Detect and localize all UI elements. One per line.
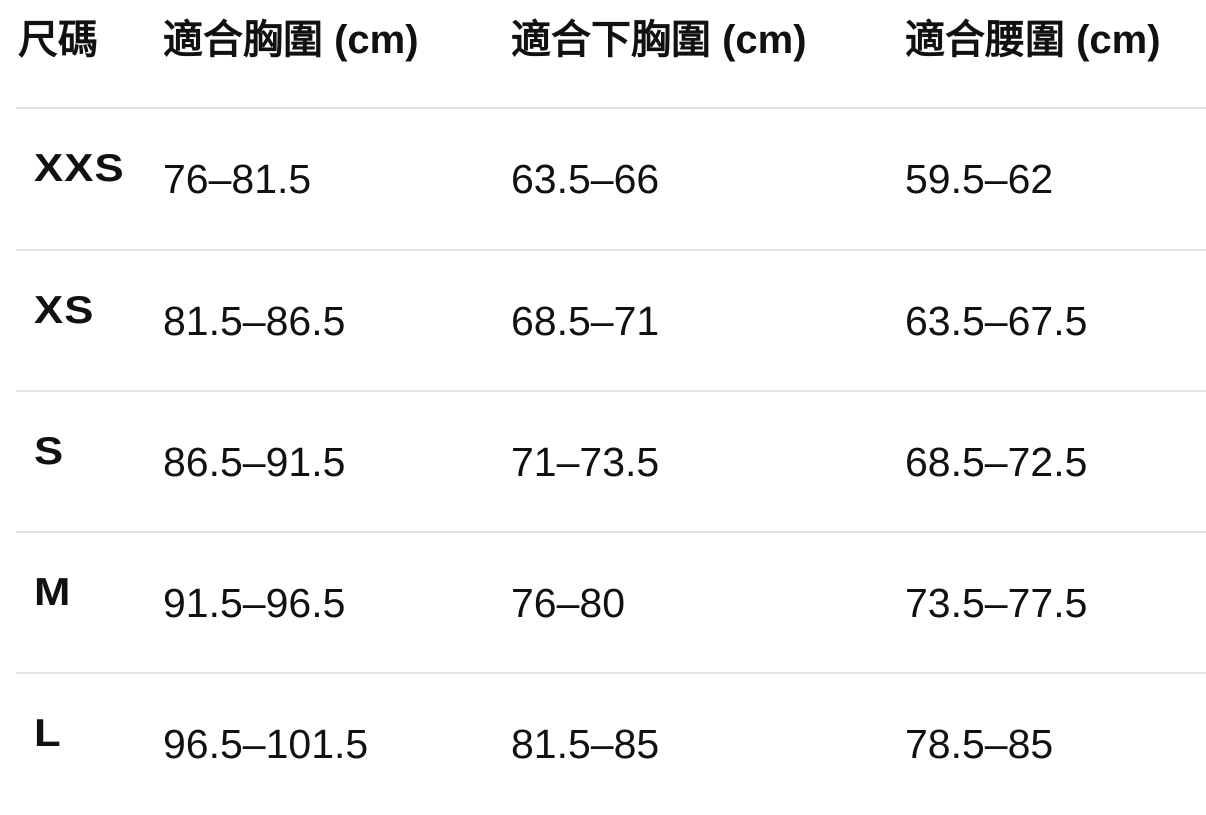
underbust-value: 63.5–66 <box>511 156 660 202</box>
bust-value: 76–81.5 <box>163 156 312 202</box>
bust-value: 81.5–86.5 <box>163 298 346 344</box>
underbust-value: 76–80 <box>511 580 626 626</box>
waist-value: 63.5–67.5 <box>905 298 1088 344</box>
table-row: XXS 76–81.5 63.5–66 59.5–62 <box>16 107 1206 250</box>
underbust-value: 68.5–71 <box>511 298 660 344</box>
table-row: XS 81.5–86.5 68.5–71 63.5–67.5 <box>16 249 1206 392</box>
size-label: XXS <box>34 147 125 190</box>
size-label: XS <box>34 289 95 332</box>
table-row: L 96.5–101.5 81.5–85 78.5–85 <box>16 672 1206 815</box>
waist-value: 78.5–85 <box>905 721 1054 767</box>
waist-value: 59.5–62 <box>905 156 1054 202</box>
table-row: S 86.5–91.5 71–73.5 68.5–72.5 <box>16 390 1206 533</box>
size-label: M <box>34 571 72 614</box>
size-label: S <box>34 430 65 473</box>
header-underbust: 適合下胸圍 (cm) <box>511 18 807 62</box>
bust-value: 96.5–101.5 <box>163 721 369 767</box>
underbust-value: 71–73.5 <box>511 439 660 485</box>
table-row: M 91.5–96.5 76–80 73.5–77.5 <box>16 531 1206 674</box>
size-label: L <box>34 712 62 755</box>
table-header: 尺碼 適合胸圍 (cm) 適合下胸圍 (cm) 適合腰圍 (cm) <box>0 14 1206 74</box>
waist-value: 73.5–77.5 <box>905 580 1088 626</box>
header-waist: 適合腰圍 (cm) <box>905 18 1161 62</box>
header-bust: 適合胸圍 (cm) <box>163 18 419 62</box>
underbust-value: 81.5–85 <box>511 721 660 767</box>
header-size: 尺碼 <box>18 18 98 62</box>
bust-value: 91.5–96.5 <box>163 580 346 626</box>
waist-value: 68.5–72.5 <box>905 439 1088 485</box>
bust-value: 86.5–91.5 <box>163 439 346 485</box>
